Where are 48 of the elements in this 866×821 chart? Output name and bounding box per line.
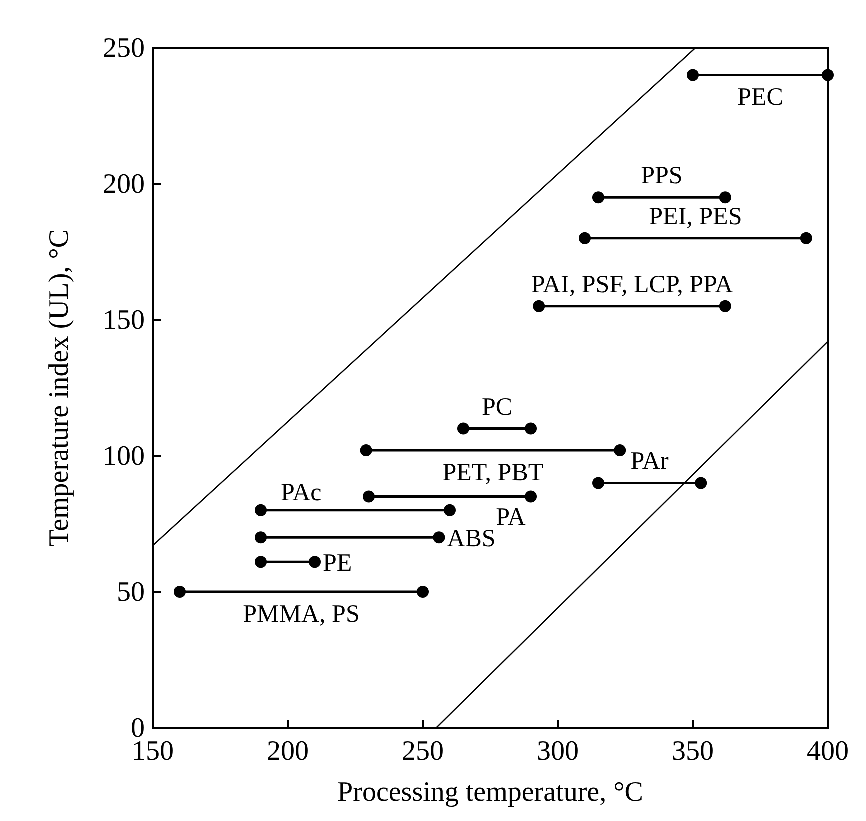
point [525,490,537,503]
series-label: PPS [641,162,683,190]
point [255,504,267,516]
series-label: PAI, PSF, LCP, PPA [531,271,734,298]
point [174,586,186,598]
series-label: PAr [630,448,670,476]
y-tick-label: 150 [103,305,145,336]
point [525,422,537,435]
series-label: PET, PBT [442,460,544,487]
series-label: PAc [281,479,322,506]
x-tick-label: 200 [267,736,309,767]
point [433,532,446,544]
x-tick-label: 350 [672,736,714,767]
y-axis-title: Temperature index (UL), °C [44,229,75,547]
x-tick-label: 400 [807,736,849,767]
series-label: PE [323,550,352,578]
y-tick-label: 200 [103,169,145,200]
series-label: PMMA, PS [243,601,360,628]
point [255,532,267,544]
point [592,192,604,204]
series-label: ABS [447,526,496,553]
point [822,69,834,82]
point [695,477,708,490]
point [614,444,626,457]
x-tick-label: 250 [402,736,444,767]
point [579,232,591,244]
point [444,504,456,516]
y-tick-label: 100 [103,441,145,472]
point [458,422,470,435]
point [360,444,372,457]
y-tick-label: 50 [117,577,145,608]
point [687,69,699,82]
point [800,232,812,244]
point [417,586,429,598]
point [363,490,375,503]
series-label: PC [482,394,513,421]
point [592,477,604,490]
series-label: PEC [738,84,784,112]
point [309,556,321,568]
x-axis-title: Processing temperature, °C [338,777,644,808]
point [533,300,546,312]
y-tick-label: 250 [103,33,145,64]
point [719,300,732,312]
point [255,556,267,568]
point [719,192,732,204]
x-tick-label: 300 [537,736,579,767]
series-label: PA [496,504,526,531]
series-label: PEI, PES [649,203,742,230]
